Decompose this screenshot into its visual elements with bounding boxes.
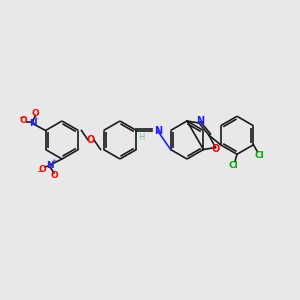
Text: N: N (29, 119, 36, 128)
Text: O: O (32, 109, 39, 118)
Text: Cl: Cl (255, 151, 264, 160)
Text: +: + (34, 116, 39, 122)
Text: O: O (87, 135, 95, 145)
Text: N: N (46, 160, 54, 169)
Text: N: N (154, 125, 163, 136)
Text: N: N (196, 116, 204, 126)
Text: Cl: Cl (228, 161, 238, 170)
Text: O: O (50, 170, 58, 179)
Text: O: O (20, 116, 27, 125)
Text: H: H (138, 133, 145, 142)
Text: −: − (18, 113, 25, 122)
Text: −: − (37, 167, 44, 176)
Text: O: O (38, 164, 46, 173)
Text: +: + (51, 158, 56, 163)
Text: O: O (211, 143, 220, 154)
